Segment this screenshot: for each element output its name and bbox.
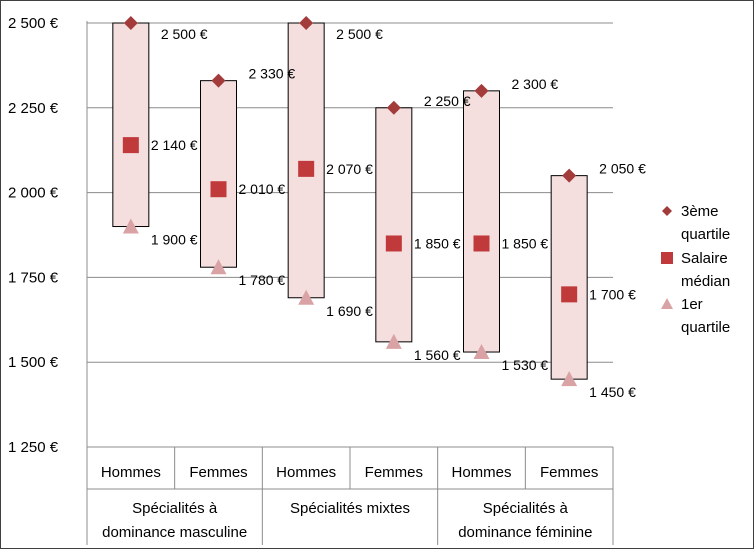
data-markers [122,16,578,387]
third-quartile-label: 2 300 € [512,76,559,92]
third-quartile-marker [123,16,138,30]
group-label: Spécialités à [132,500,218,517]
third-quartile-label: 2 330 € [249,66,296,82]
median-marker [298,160,315,177]
range-bar [112,22,150,228]
range-bar [463,90,500,353]
first-quartile-marker [210,259,227,275]
first-quartile-label: 1 780 € [239,272,286,288]
first-quartile-label: 1 450 € [589,384,636,400]
median-marker [473,235,490,252]
median-label: 2 070 € [326,161,373,177]
third-quartile-label: 2 250 € [424,93,471,109]
group-label: Spécialités à [483,500,569,517]
third-quartile-marker [211,73,226,88]
legend-triangle-icon [661,298,673,309]
first-quartile-marker [561,371,578,387]
median-marker [561,286,578,303]
median-label: 2 010 € [239,181,286,197]
category-label: Femmes [365,464,423,481]
legend-square-icon [661,252,673,264]
range-bar [287,22,325,299]
range-bar [200,80,237,268]
median-marker [210,181,227,198]
third-quartile-marker [474,83,489,98]
first-quartile-marker [298,289,315,305]
median-marker [385,235,402,252]
category-label: Femmes [540,464,598,481]
median-label: 1 850 € [414,235,461,251]
first-quartile-marker [385,333,402,349]
first-quartile-label: 1 900 € [151,232,198,248]
y-tick-label: 2 000 € [8,185,59,202]
third-quartile-marker [299,16,314,30]
y-tick-label: 1 500 € [8,354,59,371]
legend-label: 1er [681,296,703,313]
category-label: Hommes [101,464,161,481]
group-label: dominance féminine [458,524,592,541]
legend-label: médian [681,273,730,290]
third-quartile-marker [386,100,401,115]
median-label: 2 140 € [151,137,198,153]
range-bar [375,107,413,343]
y-tick-label: 1 250 € [8,439,59,456]
third-quartile-label: 2 050 € [599,161,646,177]
legend: 3ème quartile Salaire médian 1er quartile [661,203,730,336]
y-tick-label: 2 250 € [8,100,59,117]
third-quartile-marker [562,168,577,183]
legend-diamond-icon [662,206,672,216]
category-label: Hommes [276,464,336,481]
first-quartile-label: 1 690 € [326,303,373,319]
legend-label: 3ème [681,203,719,220]
median-label: 1 850 € [502,235,549,251]
category-label: Femmes [189,464,247,481]
y-axis: 1 250 € 1 500 € 1 750 € 2 000 € 2 250 € 2 500… [8,15,88,545]
category-label: Hommes [451,464,511,481]
first-quartile-label: 1 560 € [414,347,461,363]
first-quartile-marker [122,218,139,234]
range-bar [550,175,588,380]
third-quartile-label: 2 500 € [161,26,208,42]
first-quartile-label: 1 530 € [502,357,549,373]
third-quartile-label: 2 500 € [336,26,383,42]
median-label: 1 700 € [589,286,636,302]
first-quartile-marker [473,344,490,360]
data-labels: 2 500 € 2 330 € 2 500 € 2 250 € 2 300 € 2 050… [151,26,646,400]
y-tick-label: 1 750 € [8,269,59,286]
legend-label: quartile [681,319,730,336]
legend-label: Salaire [681,250,728,267]
gridlines [87,22,613,363]
median-marker [122,137,139,154]
x-axis: Hommes Femmes Hommes Femmes Hommes Femmes Spéc… [86,446,614,545]
y-tick-label: 2 500 € [8,15,59,32]
group-label: dominance masculine [102,524,247,541]
group-label: Spécialités mixtes [290,500,410,517]
legend-label: quartile [681,226,730,243]
